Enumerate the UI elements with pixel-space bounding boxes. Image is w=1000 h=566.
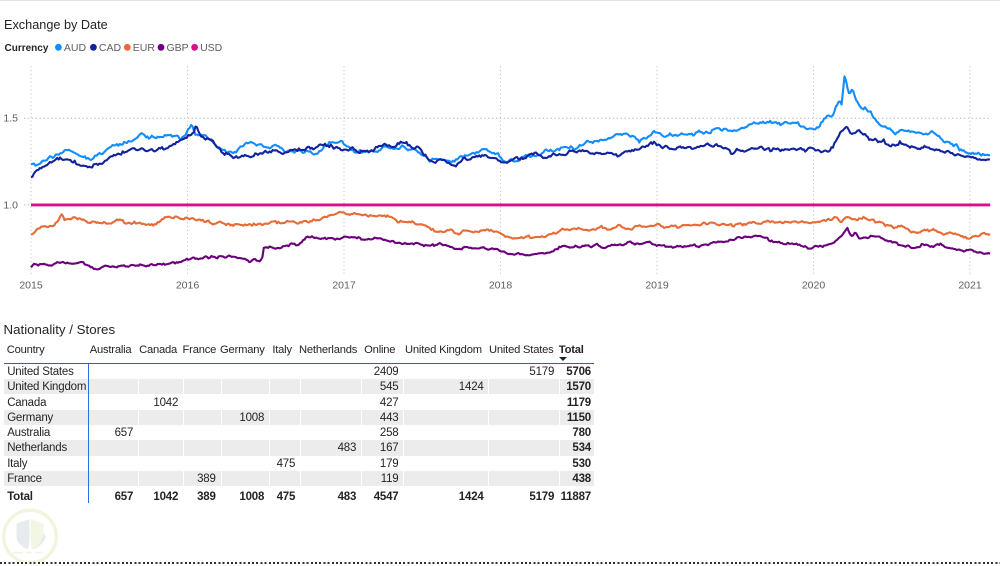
svg-text:2016: 2016 <box>176 280 200 292</box>
svg-text:2018: 2018 <box>489 280 513 292</box>
svg-text:2019: 2019 <box>645 280 669 292</box>
svg-text:EUR: EUR <box>133 42 156 54</box>
svg-text:USD: USD <box>200 42 223 54</box>
svg-text:1.5: 1.5 <box>3 113 18 125</box>
svg-text:GBP: GBP <box>167 42 189 54</box>
svg-text:CAD: CAD <box>99 42 122 54</box>
svg-text:2017: 2017 <box>332 280 356 292</box>
svg-text:2015: 2015 <box>19 280 43 292</box>
svg-text:2020: 2020 <box>802 280 826 292</box>
svg-text:AUD: AUD <box>64 42 87 54</box>
svg-text:2021: 2021 <box>958 280 982 292</box>
svg-text:1.0: 1.0 <box>3 199 18 211</box>
